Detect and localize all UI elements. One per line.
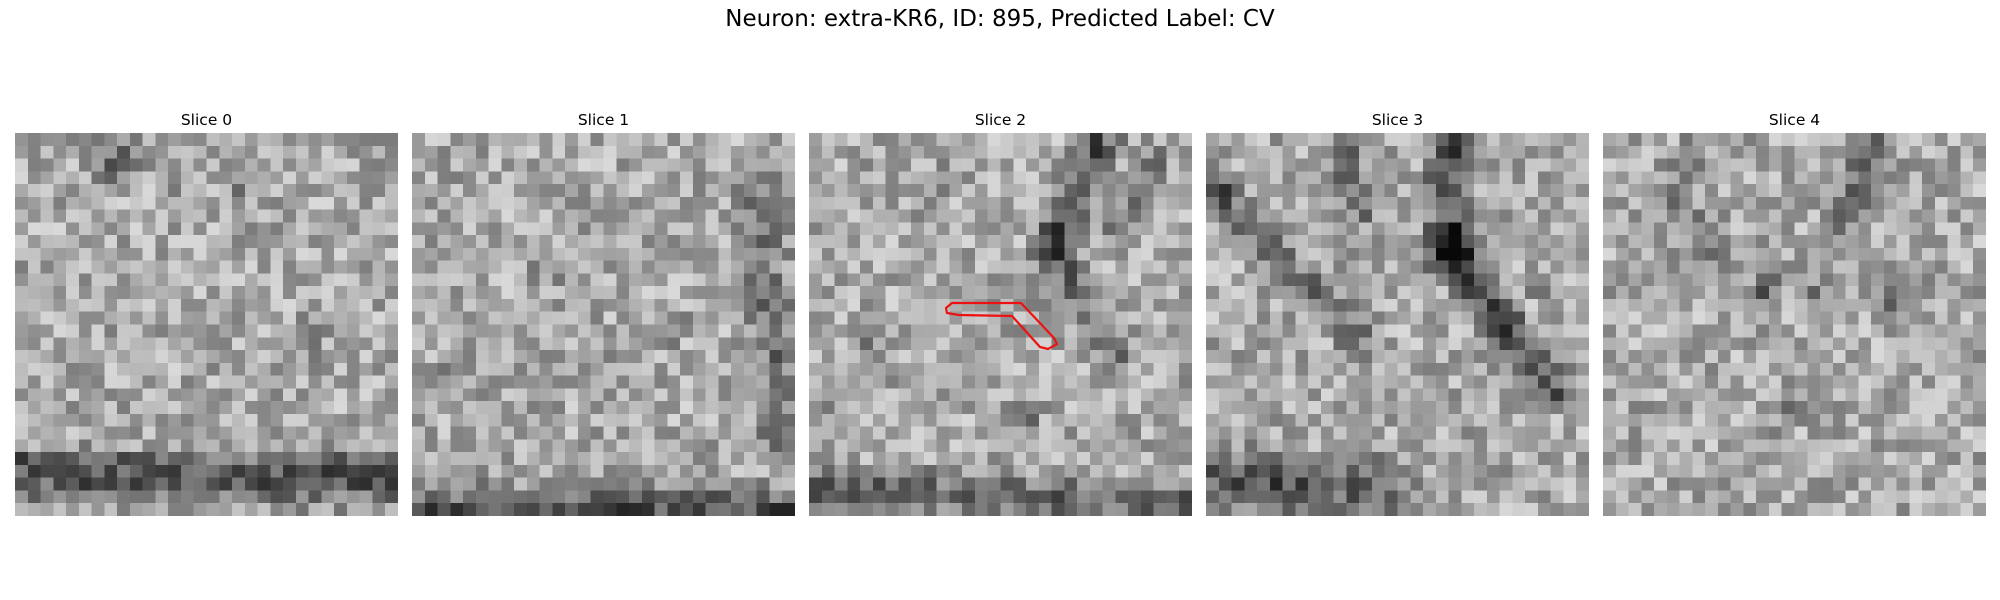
em-slice-image-3 — [1206, 133, 1589, 516]
slice-title-3: Slice 3 — [1371, 111, 1424, 129]
em-slice-image-4 — [1603, 133, 1986, 516]
em-slice-image-0 — [15, 133, 398, 516]
slice-panel-3: Slice 3 — [1206, 107, 1589, 516]
slice-title-0: Slice 0 — [180, 111, 233, 129]
em-slice-image-2 — [809, 133, 1192, 516]
em-slice-image-1 — [412, 133, 795, 516]
slice-panel-1: Slice 1 — [412, 107, 795, 516]
slice-panel-4: Slice 4 — [1603, 107, 1986, 516]
slice-title-4: Slice 4 — [1768, 111, 1821, 129]
figure-title: Neuron: extra-KR6, ID: 895, Predicted La… — [725, 6, 1275, 32]
slice-title-1: Slice 1 — [577, 111, 630, 129]
slice-panel-0: Slice 0 — [15, 107, 398, 516]
slice-title-2: Slice 2 — [974, 111, 1027, 129]
slice-panel-2: Slice 2 — [809, 107, 1192, 516]
